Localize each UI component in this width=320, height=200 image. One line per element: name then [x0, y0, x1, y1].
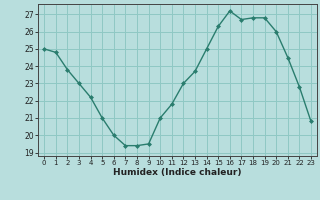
- X-axis label: Humidex (Indice chaleur): Humidex (Indice chaleur): [113, 168, 242, 177]
